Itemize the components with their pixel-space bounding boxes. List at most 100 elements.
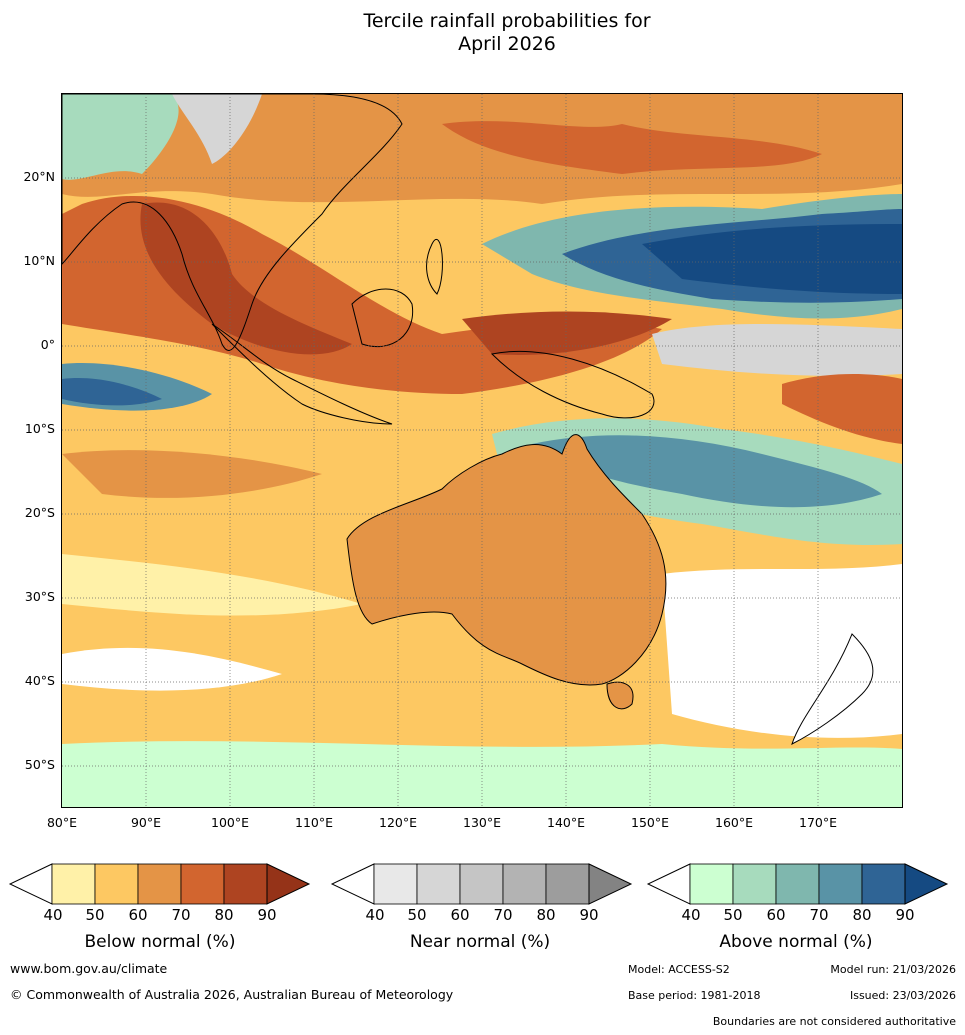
tick-label: 50 [85, 906, 105, 924]
lon-label: 140°E [546, 815, 586, 830]
colorbar-above [646, 863, 949, 905]
tick-label: 60 [128, 906, 148, 924]
region-io-strong [62, 378, 162, 406]
tick-label: 90 [895, 906, 915, 924]
model-info: Model: ACCESS-S2 [628, 963, 730, 976]
colorbar-cell [775, 863, 820, 905]
map-canvas [62, 94, 902, 807]
tick-label: 50 [407, 906, 427, 924]
map-title: Tercile rainfall probabilities for April… [0, 10, 965, 56]
tick-label: 40 [681, 906, 701, 924]
colorbar-below-label: Below normal (%) [84, 932, 236, 952]
colorbar-cell [223, 863, 268, 905]
region-s-io-below [62, 450, 322, 498]
colorbar-cell [94, 863, 139, 905]
lon-label: 80°E [46, 815, 78, 830]
region-himalaya-near [172, 94, 262, 164]
tick-label: 60 [450, 906, 470, 924]
sumatra-java-outline [211, 323, 393, 425]
tick-label: 60 [766, 906, 786, 924]
lat-label: 10°S [24, 421, 55, 436]
colorbar-near [330, 863, 633, 905]
australia-outline [346, 434, 667, 686]
tick-label: 70 [493, 906, 513, 924]
colorbar-cell [459, 863, 504, 905]
lon-label: 160°E [714, 815, 754, 830]
tick-label: 80 [536, 906, 556, 924]
colorbar-high-extension [904, 863, 949, 905]
colorbar-above-cells [646, 863, 949, 905]
lon-label: 110°E [294, 815, 334, 830]
title-line-1: Tercile rainfall probabilities for [363, 10, 651, 32]
lon-label: 150°E [630, 815, 670, 830]
colorbar-below [8, 863, 311, 905]
lon-label: 100°E [210, 815, 250, 830]
tick-label: 50 [723, 906, 743, 924]
tasmania-outline [606, 681, 634, 710]
colorbar-cell [732, 863, 777, 905]
asia-coastline [62, 94, 403, 351]
model-run-info: Model run: 21/03/2026 [830, 963, 956, 976]
lon-label: 130°E [462, 815, 502, 830]
colorbar-low-extension [646, 863, 691, 905]
colorbar-high-extension [266, 863, 311, 905]
copyright-text: © Commonwealth of Australia 2026, Austra… [10, 987, 454, 1002]
region-s-light [62, 554, 362, 616]
colorbar-cell [137, 863, 182, 905]
region-bay-strong [140, 202, 352, 355]
lat-label: 50°S [24, 757, 55, 772]
disclaimer-text: Boundaries are not considered authoritat… [712, 1015, 956, 1028]
tick-label: 70 [171, 906, 191, 924]
tick-label: 90 [579, 906, 599, 924]
tick-label: 90 [257, 906, 277, 924]
region-s-white [62, 647, 282, 691]
colorbar-cell [818, 863, 863, 905]
region-north-strong [442, 121, 822, 174]
lon-label: 90°E [130, 815, 162, 830]
website-link[interactable]: www.bom.gov.au/climate [10, 961, 168, 976]
probability-map [61, 93, 903, 808]
colorbar-high-extension [588, 863, 633, 905]
tick-label: 40 [43, 906, 63, 924]
borneo-outline [351, 288, 414, 348]
colorbar-cell [502, 863, 547, 905]
lat-label: 10°N [23, 253, 55, 268]
title-line-2: April 2026 [458, 33, 556, 55]
tick-label: 70 [809, 906, 829, 924]
region-nw-above [62, 94, 179, 180]
lat-label: 20°N [23, 169, 55, 184]
region-pacific-peak [642, 224, 902, 294]
colorbar-cell [689, 863, 734, 905]
colorbar-cell [51, 863, 96, 905]
colorbar-cell [180, 863, 225, 905]
new-guinea-outline [490, 350, 655, 419]
lat-label: 40°S [24, 673, 55, 688]
tick-label: 40 [365, 906, 385, 924]
colorbar-low-extension [8, 863, 53, 905]
philippines-outline [426, 239, 443, 295]
colorbar-near-cells [330, 863, 633, 905]
colorbar-cell [545, 863, 590, 905]
region-sw-pacific-below [782, 374, 902, 444]
colorbar-low-extension [330, 863, 375, 905]
lat-label: 30°S [24, 589, 55, 604]
tick-label: 80 [214, 906, 234, 924]
issued-info: Issued: 23/03/2026 [849, 989, 956, 1002]
region-coral-strong [532, 435, 882, 508]
region-png-strong [462, 311, 672, 355]
colorbar-cell [373, 863, 418, 905]
colorbar-near-label: Near normal (%) [409, 932, 551, 952]
colorbar-above-label: Above normal (%) [719, 932, 873, 952]
colorbar-cell [416, 863, 461, 905]
lon-label: 170°E [798, 815, 838, 830]
base-period-info: Base period: 1981-2018 [628, 989, 761, 1002]
graticule [62, 94, 902, 807]
lat-label: 20°S [24, 505, 55, 520]
lat-label: 0° [40, 337, 55, 352]
colorbar-cell [861, 863, 906, 905]
region-southern-above [62, 741, 902, 807]
new-zealand-outline [791, 633, 874, 745]
lon-label: 120°E [378, 815, 418, 830]
region-eq-near [652, 324, 902, 376]
tick-label: 80 [852, 906, 872, 924]
